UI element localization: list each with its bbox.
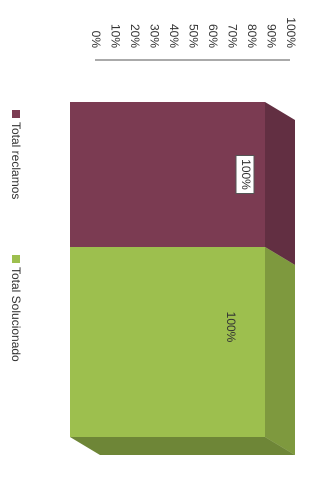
y-tick-label: 60% — [206, 24, 220, 48]
legend-swatch — [12, 110, 20, 118]
y-tick-label: 10% — [108, 24, 122, 48]
bar-front — [70, 102, 265, 247]
rotated-chart: 0% 10% 20% 30% 40% 50% 60% 70% 80% 90% 100% 100% Tot… — [9, 17, 298, 455]
legend-swatch — [12, 255, 20, 263]
legend-label: Total reclamos — [9, 122, 23, 199]
bar-top — [265, 247, 295, 455]
legend-label: Total Solucionado — [9, 267, 23, 362]
y-tick-label: 30% — [147, 24, 161, 48]
y-tick-label: 40% — [167, 24, 181, 48]
y-tick-label: 100% — [284, 17, 298, 48]
y-tick-label: 80% — [245, 24, 259, 48]
value-label-box — [235, 155, 255, 194]
bar-side — [70, 437, 295, 455]
y-tick-label: 90% — [264, 24, 278, 48]
y-tick-label: 50% — [186, 24, 200, 48]
y-tick-label: 70% — [225, 24, 239, 48]
bar-top — [265, 102, 295, 265]
bar-front — [70, 247, 265, 437]
value-label: 100% — [239, 159, 253, 190]
value-label: 100% — [224, 312, 238, 343]
y-tick-label: 20% — [128, 24, 142, 48]
y-tick-label: 0% — [89, 31, 103, 49]
